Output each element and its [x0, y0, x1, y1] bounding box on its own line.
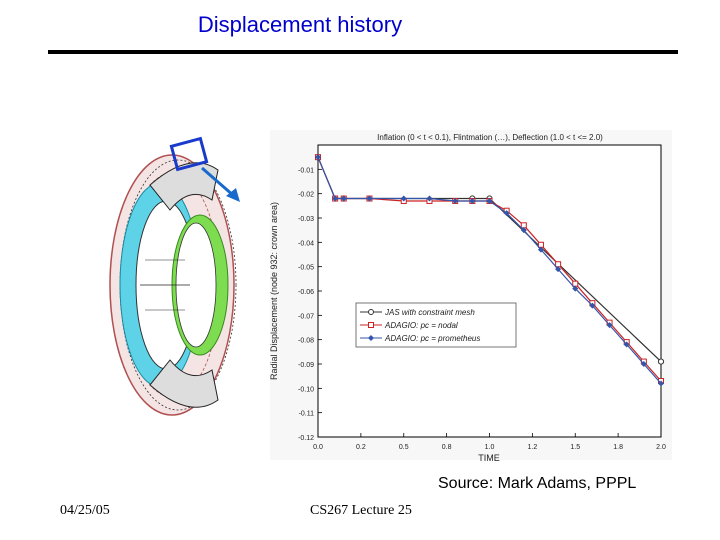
arrow-line — [201, 166, 235, 198]
arrow-head — [226, 188, 240, 202]
legend-marker-prometheus — [368, 335, 374, 341]
series-point — [400, 195, 407, 202]
series-point — [606, 322, 613, 329]
y-tick-label: -0.02 — [298, 192, 314, 199]
y-axis-label: Radial Displacement (node 932: crown are… — [269, 202, 279, 380]
legend-label-nodal: ADAGIO: pc = nodal — [384, 321, 458, 330]
series-point — [332, 195, 339, 202]
series-point — [555, 266, 562, 273]
series-point — [572, 280, 579, 287]
y-tick-label: -0.04 — [298, 240, 314, 247]
legend-marker-jas — [368, 309, 374, 315]
series-point — [340, 195, 347, 202]
x-tick-label: 0.0 — [313, 444, 323, 451]
series-point — [658, 380, 664, 387]
series-point — [503, 210, 510, 217]
legend-label-jas: JAS with constraint mesh — [384, 308, 475, 317]
y-axis: -0.01 -0.02 -0.03 -0.04 -0.05 -0.06 -0.07 -0.08… — [298, 167, 322, 442]
series-point — [520, 222, 527, 229]
y-tick-label: -0.11 — [299, 411, 315, 418]
x-tick-label: 1.8 — [613, 444, 623, 451]
series-point — [572, 285, 579, 292]
series-point — [657, 358, 665, 365]
y-tick-label: -0.12 — [298, 435, 314, 442]
footer-date: 04/25/05 — [60, 503, 110, 518]
legend-marker-nodal — [368, 322, 374, 328]
x-tick-label: 1.2 — [528, 444, 538, 451]
x-tick-label: 0.5 — [399, 444, 409, 451]
y-tick-label: -0.06 — [298, 289, 314, 296]
series-layer — [314, 154, 665, 387]
y-tick-label: -0.05 — [298, 265, 314, 272]
x-tick-label: 1.0 — [485, 444, 495, 451]
legend-label-prometheus: ADAGIO: pc = prometheus — [384, 334, 480, 343]
series-point — [366, 195, 373, 202]
x-axis-label: TIME — [478, 453, 500, 463]
series-point — [469, 197, 476, 204]
series-point — [623, 341, 630, 348]
series-point — [589, 302, 596, 309]
y-tick-label: -0.01 — [298, 167, 314, 174]
series-point — [315, 154, 321, 161]
x-tick-label: 2.0 — [656, 444, 666, 451]
tire-illustration — [109, 154, 237, 416]
series-point — [555, 261, 562, 268]
slide-title: Displacement history — [197, 12, 403, 37]
footer-lecture: CS267 Lecture 25 — [310, 503, 412, 518]
x-tick-label: 1.5 — [570, 444, 580, 451]
chart-title: Inflation (0 < t < 0.1), Flintmation (…)… — [377, 133, 603, 142]
series-point — [452, 197, 459, 204]
y-tick-label: -0.08 — [298, 338, 314, 345]
legend-box — [355, 302, 517, 348]
y-tick-label: -0.07 — [298, 313, 314, 320]
series-point — [537, 246, 544, 253]
title-divider — [48, 50, 678, 54]
plot-area — [317, 144, 662, 438]
highlight-box — [169, 136, 209, 172]
y-tick-label: -0.09 — [298, 362, 314, 369]
series-point — [640, 361, 647, 367]
x-tick-label: 0.2 — [356, 444, 366, 451]
source-credit: Source: Mark Adams, PPPL — [438, 475, 637, 492]
y-tick-label: -0.10 — [298, 386, 314, 393]
series-point — [486, 197, 493, 204]
series-point — [520, 227, 527, 234]
series-point — [537, 241, 544, 248]
series-point — [426, 195, 433, 202]
x-axis: 0.0 0.2 0.5 0.8 1.0 1.2 1.5 1.8 2.0 — [313, 433, 666, 451]
legend: JAS with constraint mesh ADAGIO: pc = no… — [355, 302, 517, 348]
x-tick-label: 0.8 — [442, 444, 452, 451]
y-tick-label: -0.03 — [298, 216, 314, 223]
